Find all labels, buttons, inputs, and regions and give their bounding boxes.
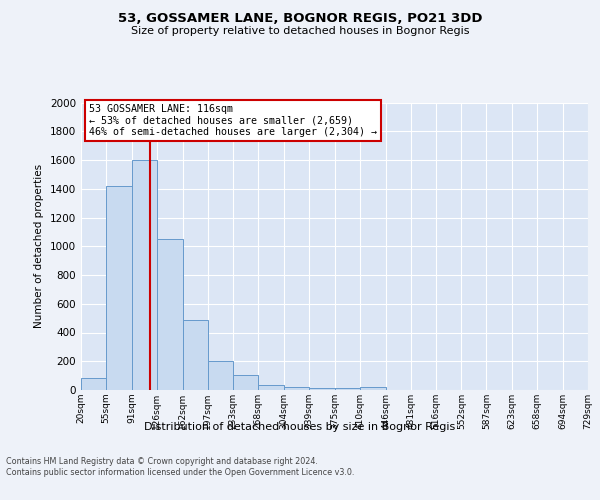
Bar <box>309 388 335 390</box>
Bar <box>132 160 157 390</box>
Text: Contains HM Land Registry data © Crown copyright and database right 2024.
Contai: Contains HM Land Registry data © Crown c… <box>6 458 355 477</box>
Text: 53 GOSSAMER LANE: 116sqm
← 53% of detached houses are smaller (2,659)
46% of sem: 53 GOSSAMER LANE: 116sqm ← 53% of detach… <box>89 104 377 137</box>
Bar <box>233 375 259 390</box>
Bar <box>157 239 182 390</box>
Text: 53, GOSSAMER LANE, BOGNOR REGIS, PO21 3DD: 53, GOSSAMER LANE, BOGNOR REGIS, PO21 3D… <box>118 12 482 26</box>
Bar <box>106 186 132 390</box>
Bar <box>182 320 208 390</box>
Text: Size of property relative to detached houses in Bognor Regis: Size of property relative to detached ho… <box>131 26 469 36</box>
Bar <box>259 385 284 390</box>
Bar <box>81 378 106 390</box>
Bar <box>335 388 360 390</box>
Text: Distribution of detached houses by size in Bognor Regis: Distribution of detached houses by size … <box>145 422 455 432</box>
Y-axis label: Number of detached properties: Number of detached properties <box>34 164 44 328</box>
Bar <box>284 387 309 390</box>
Bar <box>360 387 386 390</box>
Bar <box>208 361 233 390</box>
